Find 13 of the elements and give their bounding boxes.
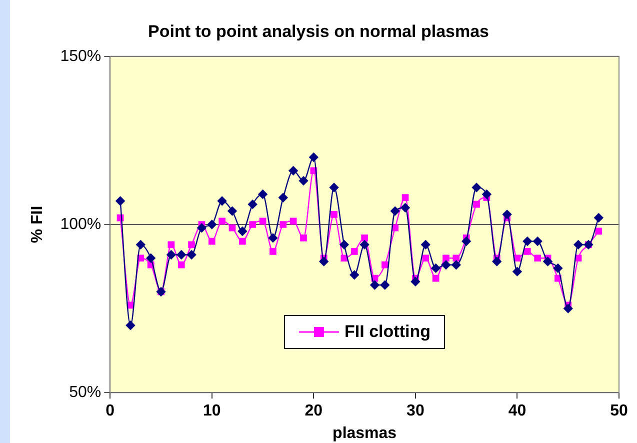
chart-title: Point to point analysis on normal plasmas bbox=[148, 22, 490, 41]
y-axis-title: % FII bbox=[29, 206, 46, 244]
x-tick-label: 30 bbox=[406, 402, 424, 420]
x-tick-label: 10 bbox=[203, 402, 221, 420]
y-tick-label: 50% bbox=[69, 384, 102, 402]
y-tick-label: 150% bbox=[60, 48, 102, 65]
x-tick-label: 40 bbox=[508, 402, 526, 420]
x-tick-label: 50 bbox=[610, 402, 628, 420]
x-tick-label: 20 bbox=[304, 402, 323, 420]
x-tick-label: 0 bbox=[106, 402, 115, 420]
y-tick-label: 100% bbox=[60, 216, 102, 233]
legend-label: FII clotting bbox=[344, 322, 430, 342]
x-axis-title: plasmas bbox=[332, 424, 397, 442]
